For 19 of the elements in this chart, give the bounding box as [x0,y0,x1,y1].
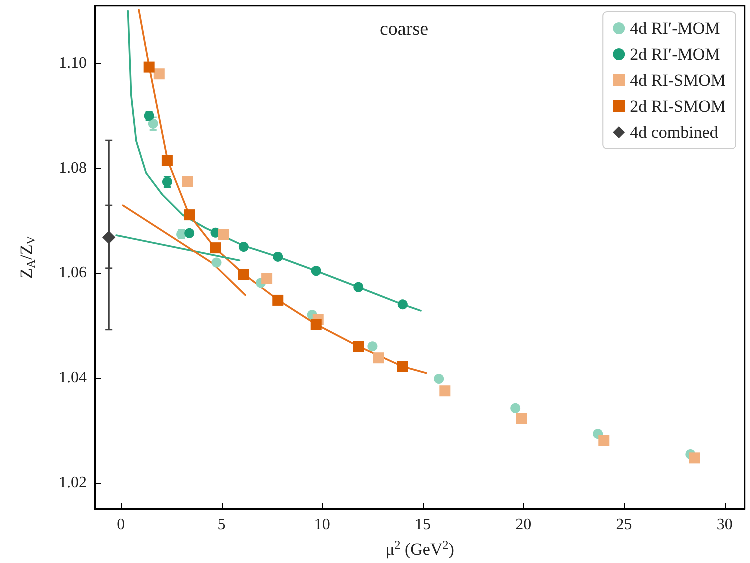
y-tick-label: 1.10 [59,55,87,72]
y-axis-title: ZA/ZV [17,236,38,279]
legend-label: 4d RI′-MOM [630,19,720,38]
x-tick-label: 20 [516,516,532,534]
legend-label: 2d RI′-MOM [630,45,720,64]
annotation: coarse [380,19,429,40]
x-tick-label: 15 [415,516,432,534]
legend-label: 4d RI-SMOM [630,71,726,90]
y-tick-label: 1.06 [59,264,87,282]
x-tick-label: 10 [314,516,330,534]
x-tick-label: 5 [218,516,226,534]
x-tick-label: 0 [117,516,126,534]
x-tick-label: 25 [616,516,632,534]
legend-label: 4d combined [630,123,719,142]
legend-label: 2d RI-SMOM [630,97,726,116]
y-tick-label: 1.02 [59,474,87,492]
y-tick-label: 1.04 [59,370,87,387]
x-tick-label: 30 [716,516,733,534]
y-tick-label: 1.08 [59,160,87,177]
